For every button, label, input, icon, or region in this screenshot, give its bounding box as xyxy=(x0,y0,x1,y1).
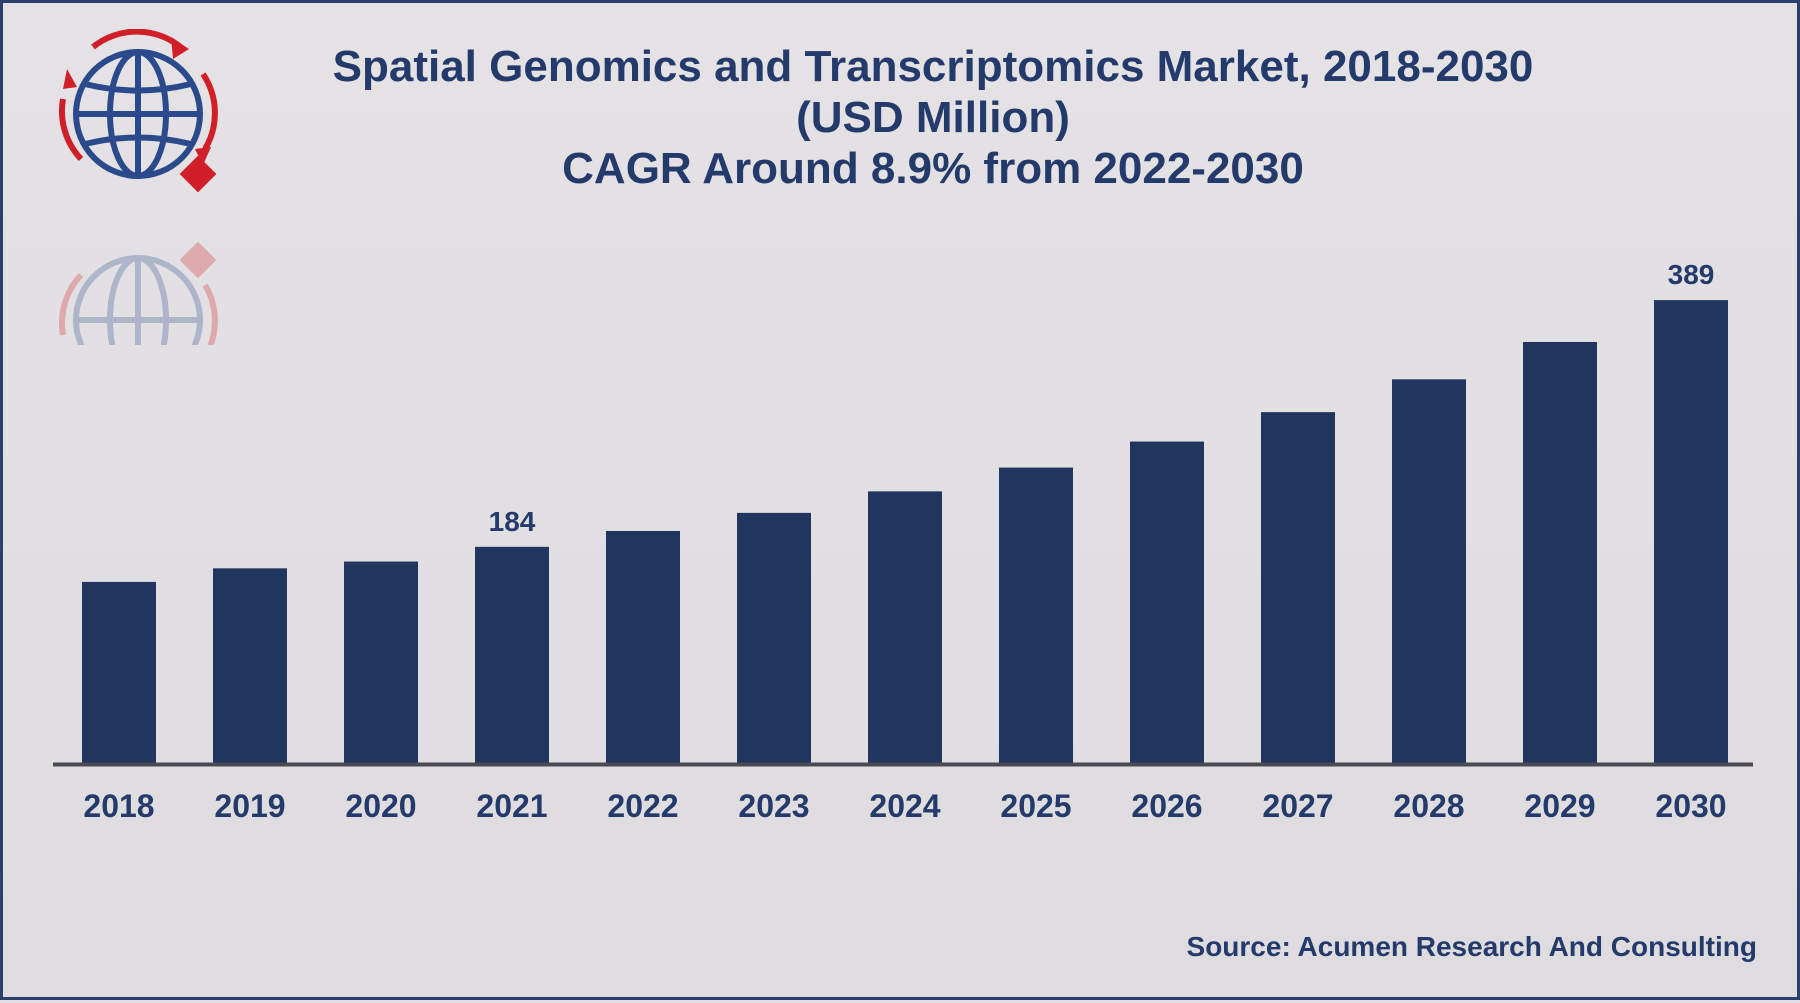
x-tick-label-2027: 2027 xyxy=(1262,788,1333,824)
bar-2021 xyxy=(475,546,549,763)
x-tick-label-2025: 2025 xyxy=(1000,788,1071,824)
data-label-2021: 184 xyxy=(489,506,536,537)
x-tick-label-2029: 2029 xyxy=(1524,788,1595,824)
bar-2025 xyxy=(999,467,1073,763)
x-tick-label-2020: 2020 xyxy=(345,788,416,824)
bar-2023 xyxy=(737,512,811,763)
bar-2020 xyxy=(344,561,418,763)
bar-2026 xyxy=(1130,441,1204,763)
bar-2028 xyxy=(1392,379,1466,763)
bar-2024 xyxy=(868,491,942,763)
x-tick-label-2026: 2026 xyxy=(1131,788,1202,824)
chart-title: Spatial Genomics and Transcriptomics Mar… xyxy=(332,42,1534,91)
bar-2018 xyxy=(82,581,156,763)
bar-2019 xyxy=(213,568,287,763)
chart-cagr: CAGR Around 8.9% from 2022-2030 xyxy=(562,144,1304,193)
x-tick-label-2024: 2024 xyxy=(869,788,940,824)
source-note: Source: Acumen Research And Consulting xyxy=(1186,931,1757,962)
bar-chart: 2018 2019 2020 2021 184 2022 2023 2024 2025 2026 2… xyxy=(53,259,1753,824)
company-logo-icon xyxy=(58,29,218,193)
bar-2029 xyxy=(1523,341,1597,763)
x-tick-label-2023: 2023 xyxy=(738,788,809,824)
logo-reflection-icon xyxy=(58,241,218,345)
x-tick-label-2022: 2022 xyxy=(607,788,678,824)
bar-2022 xyxy=(606,530,680,763)
x-tick-label-2018: 2018 xyxy=(83,788,154,824)
chart-title-block: Spatial Genomics and Transcriptomics Mar… xyxy=(233,41,1633,194)
bar-2030 xyxy=(1654,300,1728,763)
chart-subtitle: (USD Million) xyxy=(796,93,1070,142)
data-label-2030: 389 xyxy=(1668,259,1715,290)
x-tick-label-2019: 2019 xyxy=(214,788,285,824)
x-tick-label-2021: 2021 xyxy=(476,788,547,824)
x-tick-label-2028: 2028 xyxy=(1393,788,1464,824)
bar-2027 xyxy=(1261,412,1335,763)
x-tick-label-2030: 2030 xyxy=(1655,788,1726,824)
